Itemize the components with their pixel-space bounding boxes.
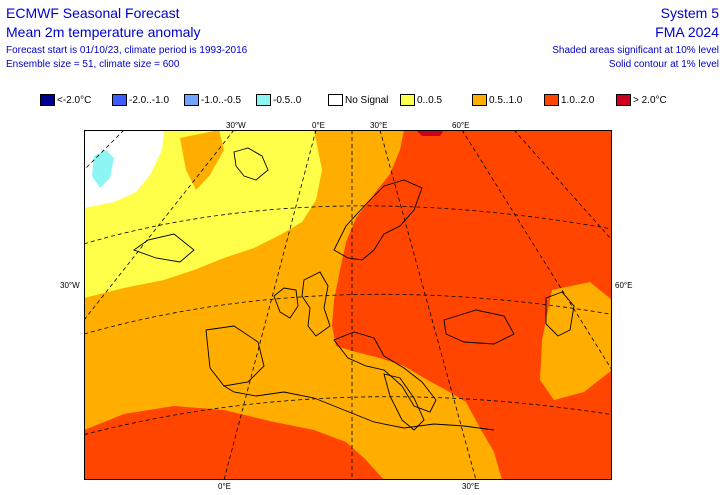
label-bottom-0e: 0°E xyxy=(218,482,231,491)
label-top-0e: 0°E xyxy=(312,121,325,130)
label-bottom-30e: 30°E xyxy=(462,482,480,491)
map-frame xyxy=(84,130,612,480)
legend-label: > 2.0°C xyxy=(633,94,667,106)
legend-swatch xyxy=(544,94,559,106)
legend-item: -1.0..-0.5 xyxy=(184,93,241,107)
legend-label: -0.5..0 xyxy=(273,94,302,106)
coastlines xyxy=(133,147,575,431)
system-label: System 5 xyxy=(660,5,719,21)
legend-label: 0..0.5 xyxy=(417,94,443,106)
label-top-30e: 30°E xyxy=(370,121,388,130)
legend-item: <-2.0°C xyxy=(40,93,91,107)
label-top-60e: 60°E xyxy=(452,121,470,130)
ensemble-info: Ensemble size = 51, climate size = 600 xyxy=(6,59,180,70)
legend: <-2.0°C -2.0..-1.0 -1.0..-0.5 -0.5..0 No… xyxy=(40,93,720,109)
legend-label: 0.5..1.0 xyxy=(489,94,523,106)
contour-note: Solid contour at 1% level xyxy=(608,59,719,70)
legend-swatch xyxy=(112,94,127,106)
label-top-30w: 30°W xyxy=(226,121,246,130)
anomaly-region-cyan xyxy=(92,150,114,188)
legend-item: 0..0.5 xyxy=(400,93,442,107)
chart-subtitle: Mean 2m temperature anomaly xyxy=(6,24,201,40)
legend-item: No Signal xyxy=(328,93,388,107)
legend-swatch xyxy=(616,94,631,106)
legend-swatch xyxy=(256,94,271,106)
legend-item: -2.0..-1.0 xyxy=(112,93,169,107)
legend-label: <-2.0°C xyxy=(57,94,92,106)
legend-item: 0.5..1.0 xyxy=(472,93,522,107)
forecast-info: Forecast start is 01/10/23, climate peri… xyxy=(6,45,248,56)
legend-swatch xyxy=(40,94,55,106)
legend-item: 1.0..2.0 xyxy=(544,93,594,107)
legend-swatch xyxy=(184,94,199,106)
legend-swatch xyxy=(400,94,415,106)
anomaly-region-orange xyxy=(180,130,224,190)
anomaly-map xyxy=(84,130,612,480)
legend-label: -2.0..-1.0 xyxy=(129,94,170,106)
legend-swatch xyxy=(472,94,487,106)
label-right-60e: 60°E xyxy=(615,281,633,290)
legend-label: 1.0..2.0 xyxy=(561,94,595,106)
legend-item: > 2.0°C xyxy=(616,93,667,107)
significance-note: Shaded areas significant at 10% level xyxy=(552,45,719,56)
period-label: FMA 2024 xyxy=(655,24,719,40)
legend-item: -0.5..0 xyxy=(256,93,301,107)
label-left-30w: 30°W xyxy=(60,281,80,290)
anomaly-region-no-signal xyxy=(84,130,164,208)
legend-swatch xyxy=(328,94,343,106)
anomaly-region-dark-red xyxy=(416,130,444,136)
graticule xyxy=(84,130,612,480)
legend-label: -1.0..-0.5 xyxy=(201,94,242,106)
legend-label: No Signal xyxy=(345,94,389,106)
chart-title: ECMWF Seasonal Forecast xyxy=(6,5,180,21)
